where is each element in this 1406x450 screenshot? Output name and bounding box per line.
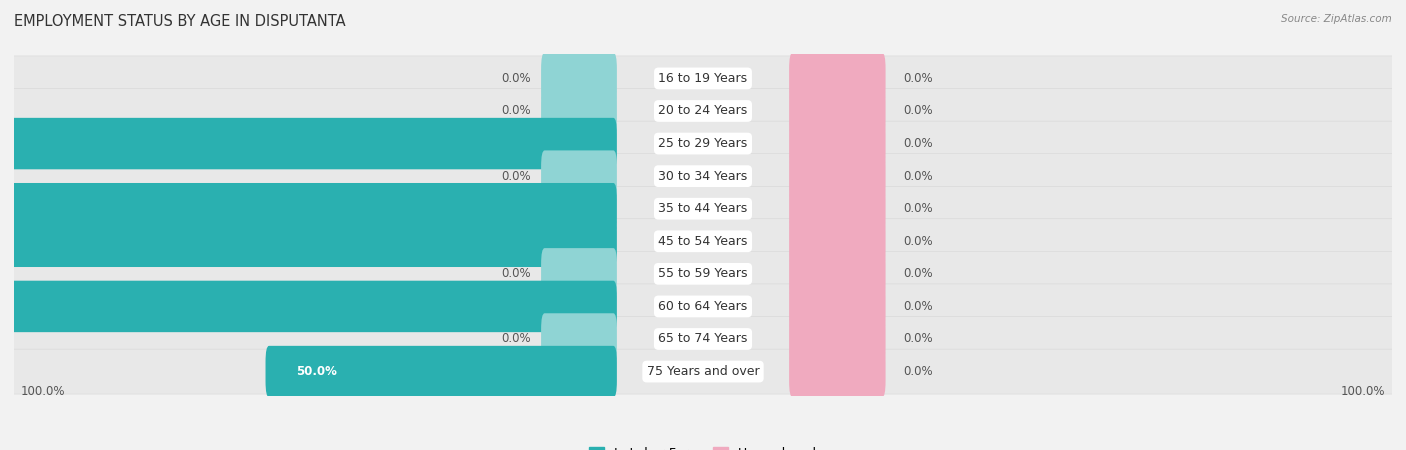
- Text: 55 to 59 Years: 55 to 59 Years: [658, 267, 748, 280]
- Text: 30 to 34 Years: 30 to 34 Years: [658, 170, 748, 183]
- FancyBboxPatch shape: [789, 183, 886, 234]
- FancyBboxPatch shape: [541, 150, 617, 202]
- Text: 45 to 54 Years: 45 to 54 Years: [658, 235, 748, 248]
- Text: 0.0%: 0.0%: [903, 333, 932, 346]
- Text: 100.0%: 100.0%: [21, 385, 66, 398]
- Text: 20 to 24 Years: 20 to 24 Years: [658, 104, 748, 117]
- FancyBboxPatch shape: [541, 85, 617, 137]
- Text: 16 to 19 Years: 16 to 19 Years: [658, 72, 748, 85]
- FancyBboxPatch shape: [8, 349, 1398, 394]
- FancyBboxPatch shape: [8, 252, 1398, 297]
- FancyBboxPatch shape: [0, 281, 617, 332]
- FancyBboxPatch shape: [8, 121, 1398, 166]
- Text: 50.0%: 50.0%: [297, 365, 337, 378]
- Legend: In Labor Force, Unemployed: In Labor Force, Unemployed: [583, 442, 823, 450]
- Text: 60 to 64 Years: 60 to 64 Years: [658, 300, 748, 313]
- Text: 65 to 74 Years: 65 to 74 Years: [658, 333, 748, 346]
- Text: 0.0%: 0.0%: [501, 170, 531, 183]
- FancyBboxPatch shape: [8, 56, 1398, 101]
- FancyBboxPatch shape: [0, 118, 617, 169]
- FancyBboxPatch shape: [789, 150, 886, 202]
- FancyBboxPatch shape: [789, 216, 886, 267]
- FancyBboxPatch shape: [789, 346, 886, 397]
- Text: 25 to 29 Years: 25 to 29 Years: [658, 137, 748, 150]
- Text: 0.0%: 0.0%: [903, 267, 932, 280]
- FancyBboxPatch shape: [789, 118, 886, 169]
- FancyBboxPatch shape: [8, 153, 1398, 198]
- Text: 0.0%: 0.0%: [501, 267, 531, 280]
- Text: 0.0%: 0.0%: [501, 72, 531, 85]
- Text: 0.0%: 0.0%: [501, 333, 531, 346]
- FancyBboxPatch shape: [266, 346, 617, 397]
- FancyBboxPatch shape: [789, 313, 886, 365]
- FancyBboxPatch shape: [8, 316, 1398, 361]
- Text: 0.0%: 0.0%: [903, 235, 932, 248]
- Text: 75 Years and over: 75 Years and over: [647, 365, 759, 378]
- FancyBboxPatch shape: [789, 85, 886, 137]
- FancyBboxPatch shape: [8, 89, 1398, 134]
- FancyBboxPatch shape: [0, 183, 617, 234]
- Text: 0.0%: 0.0%: [903, 365, 932, 378]
- FancyBboxPatch shape: [541, 313, 617, 365]
- FancyBboxPatch shape: [789, 248, 886, 300]
- FancyBboxPatch shape: [541, 53, 617, 104]
- Text: 0.0%: 0.0%: [903, 137, 932, 150]
- Text: 0.0%: 0.0%: [903, 170, 932, 183]
- Text: 0.0%: 0.0%: [903, 202, 932, 215]
- FancyBboxPatch shape: [541, 248, 617, 300]
- FancyBboxPatch shape: [8, 219, 1398, 264]
- Text: 0.0%: 0.0%: [903, 104, 932, 117]
- Text: 100.0%: 100.0%: [1340, 385, 1385, 398]
- Text: 0.0%: 0.0%: [903, 300, 932, 313]
- Text: 0.0%: 0.0%: [501, 104, 531, 117]
- FancyBboxPatch shape: [789, 281, 886, 332]
- Text: EMPLOYMENT STATUS BY AGE IN DISPUTANTA: EMPLOYMENT STATUS BY AGE IN DISPUTANTA: [14, 14, 346, 28]
- Text: 35 to 44 Years: 35 to 44 Years: [658, 202, 748, 215]
- Text: 0.0%: 0.0%: [903, 72, 932, 85]
- FancyBboxPatch shape: [8, 186, 1398, 231]
- Text: Source: ZipAtlas.com: Source: ZipAtlas.com: [1281, 14, 1392, 23]
- FancyBboxPatch shape: [8, 284, 1398, 329]
- FancyBboxPatch shape: [0, 216, 617, 267]
- FancyBboxPatch shape: [789, 53, 886, 104]
